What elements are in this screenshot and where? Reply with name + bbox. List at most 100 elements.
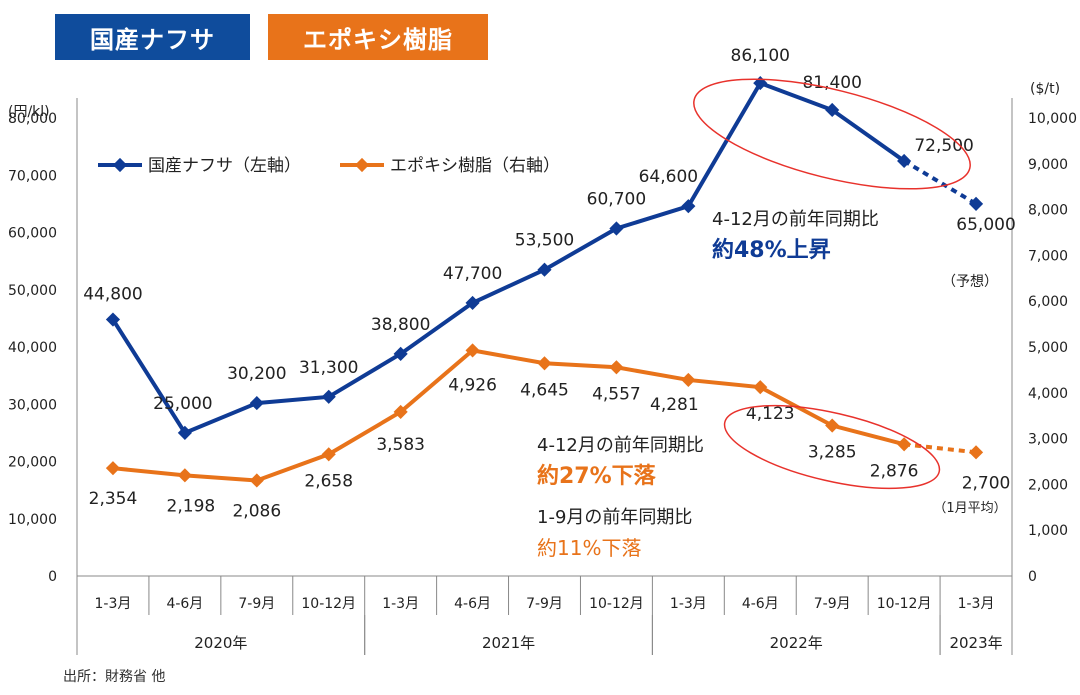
data-point [393,404,408,419]
data-point [321,389,336,404]
right-tick-label: 10,000 [1028,111,1077,127]
data-label: 4,123 [746,404,795,424]
left-axis-unit: (円/kl) [8,104,50,120]
data-point [897,153,912,169]
right-tick-label: 5,000 [1028,340,1068,356]
category-label: 10-12月 [589,596,644,612]
data-point [177,425,192,440]
data-label: 3,583 [376,435,425,455]
left-tick-label: 60,000 [8,226,57,242]
data-point [609,360,624,375]
data-label: 4,281 [650,395,699,415]
naphtha-yoy-value: 約48%上昇 [712,237,831,263]
legend-marker-0 [112,157,128,173]
data-point [968,196,984,211]
data-point [393,346,408,361]
data-label: 38,800 [371,315,430,335]
category-label: 4-6月 [454,596,491,612]
data-point [105,461,121,476]
data-point [465,295,480,310]
category-label: 7-9月 [526,596,563,612]
forecast-note: （予想） [942,274,998,290]
category-label: 1-3月 [958,596,995,612]
data-label: 2,198 [167,496,216,516]
right-tick-label: 4,000 [1028,386,1068,402]
tab-naphtha: 国産ナフサ [55,14,250,60]
left-tick-label: 10,000 [8,512,57,528]
category-label: 10-12月 [877,596,932,612]
year-label: 2020年 [194,634,247,652]
category-label: 4-6月 [166,596,203,612]
tab-epoxy-resin: エポキシ樹脂 [268,14,488,60]
naphtha-highlight-ellipse [693,78,971,190]
data-point [609,221,624,236]
series-line-0 [111,80,906,436]
data-label: 2,876 [870,461,919,481]
epoxy-yoy-label-1: 4-12月の前年同期比 [537,435,704,456]
category-label: 1-3月 [382,596,419,612]
right-tick-label: 8,000 [1028,203,1068,219]
data-point [321,447,336,462]
category-label: 7-9月 [814,596,851,612]
right-tick-label: 3,000 [1028,432,1068,448]
year-label: 2023年 [949,634,1002,652]
data-point [681,372,696,388]
data-label: 65,000 [956,215,1015,235]
data-point [465,343,480,358]
series-line-forecast-0 [903,159,978,206]
year-label: 2021年 [482,634,535,652]
data-point [249,473,264,488]
right-tick-label: 0 [1028,569,1037,585]
data-label: 4,557 [592,384,641,404]
data-label: 2,658 [304,471,353,491]
category-label: 7-9月 [238,596,275,612]
left-tick-label: 30,000 [8,397,57,413]
category-label: 10-12月 [301,596,356,612]
data-label: 81,400 [802,73,861,93]
data-point [537,262,552,277]
year-label: 2022年 [770,634,823,652]
right-tick-label: 9,000 [1028,157,1068,173]
epoxy-yoy-value-2: 約11%下落 [537,536,641,560]
data-label: 2,700 [962,473,1011,493]
data-point [105,312,121,327]
data-label: 47,700 [443,264,502,284]
data-point [537,356,552,371]
category-label: 1-3月 [95,596,132,612]
left-tick-label: 50,000 [8,283,57,299]
data-point [968,445,984,460]
data-label: 60,700 [587,189,646,209]
data-point [825,418,840,433]
data-label: 31,300 [299,358,358,378]
data-label: 2,354 [89,489,138,509]
data-point [249,396,264,411]
data-point [177,468,192,483]
category-label: 4-6月 [742,596,779,612]
left-tick-label: 20,000 [8,455,57,471]
right-axis-unit: ($/t) [1030,81,1060,97]
epoxy-highlight-ellipse [723,404,941,490]
right-tick-label: 6,000 [1028,294,1068,310]
data-label: 30,200 [227,364,286,384]
data-label: 86,100 [731,46,790,66]
data-label: 4,645 [520,380,569,400]
data-point [897,437,912,452]
data-label: 4,926 [448,375,497,395]
series-line-forecast-1 [903,442,977,455]
legend-label-1: エポキシ樹脂（右軸） [390,156,560,176]
source-note: 出所：財務省 他 [63,669,166,685]
right-tick-label: 7,000 [1028,248,1068,264]
data-label: 25,000 [153,394,212,414]
data-label: 72,500 [914,136,973,156]
data-point [753,380,768,395]
data-label: 3,285 [808,443,857,463]
legend-label-0: 国産ナフサ（左軸） [148,156,301,176]
left-tick-label: 70,000 [8,168,57,184]
data-label: 2,086 [232,501,281,521]
epoxy-yoy-value-1: 約27%下落 [537,463,657,489]
right-tick-label: 2,000 [1028,477,1068,493]
data-label: 64,600 [639,167,698,187]
data-label: 44,800 [83,285,142,305]
jan-average-note: （1月平均） [933,501,1006,516]
